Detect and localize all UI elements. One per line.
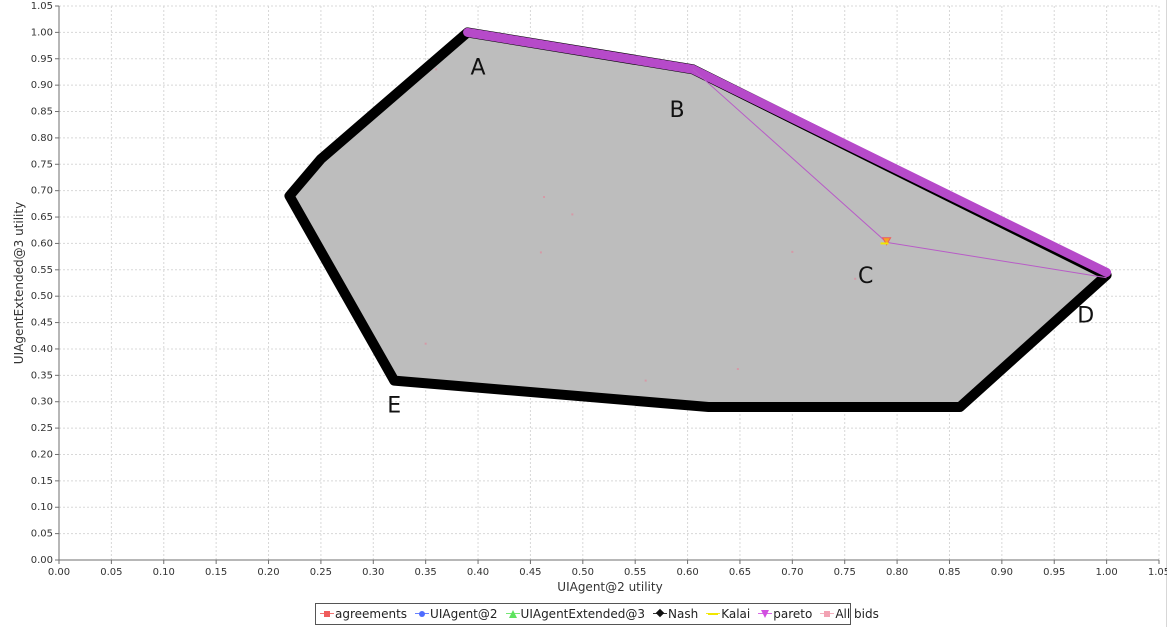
x-tick-label: 0.65 bbox=[729, 567, 751, 578]
bid-point bbox=[435, 68, 438, 71]
y-tick-label: 0.00 bbox=[31, 555, 53, 566]
y-tick-label: 0.65 bbox=[31, 212, 53, 223]
x-tick-label: 0.40 bbox=[467, 567, 489, 578]
point-label-c: C bbox=[858, 264, 873, 289]
x-axis-label: UIAgent@2 utility bbox=[557, 580, 662, 594]
x-tick-label: 0.00 bbox=[48, 567, 70, 578]
y-tick-label: 0.80 bbox=[31, 133, 53, 144]
legend-item-nash: Nash bbox=[653, 607, 699, 621]
legend-item-uiagent-2: UIAgent@2 bbox=[415, 607, 498, 621]
x-tick-label: 0.35 bbox=[415, 567, 437, 578]
y-tick-label: 0.35 bbox=[31, 370, 53, 381]
triangle-icon bbox=[505, 609, 520, 619]
point-label-b: B bbox=[670, 98, 685, 123]
y-tick-label: 0.95 bbox=[31, 54, 53, 65]
x-tick-label: 0.50 bbox=[572, 567, 594, 578]
legend-item-agreements: agreements bbox=[320, 607, 408, 621]
y-tick-label: 0.30 bbox=[31, 397, 53, 408]
bid-point bbox=[424, 342, 427, 345]
circle-icon bbox=[415, 609, 430, 619]
legend-label: Nash bbox=[668, 607, 699, 621]
y-tick-label: 0.05 bbox=[31, 529, 53, 540]
small-square-icon bbox=[820, 609, 835, 619]
y-tick-label: 1.00 bbox=[31, 27, 53, 38]
y-tick-label: 0.45 bbox=[31, 318, 53, 329]
x-tick-label: 1.05 bbox=[1148, 567, 1167, 578]
legend-label: All bids bbox=[835, 607, 879, 621]
x-tick-label: 0.80 bbox=[886, 567, 908, 578]
axes: 0.00 0.05 0.10 0.15 0.20 0.25 0.30 0.35 0.40 0.45… bbox=[12, 1, 1167, 594]
x-tick-label: 0.25 bbox=[310, 567, 332, 578]
all-bids-points bbox=[424, 68, 857, 382]
bid-point bbox=[571, 213, 574, 216]
square-icon bbox=[320, 609, 334, 619]
x-tick-label: 0.45 bbox=[519, 567, 541, 578]
point-label-e: E bbox=[387, 393, 401, 418]
point-label-d: D bbox=[1077, 304, 1094, 329]
chart-legend: agreements UIAgent@2 UIAgentExtended@3 Nash… bbox=[315, 603, 879, 625]
bid-point bbox=[854, 277, 857, 280]
x-tick-label: 0.85 bbox=[938, 567, 960, 578]
y-axis-label: UIAgentExtended@3 utility bbox=[12, 202, 26, 364]
down-triangle-icon bbox=[758, 609, 773, 619]
bid-point bbox=[543, 195, 546, 198]
y-tick-label: 0.50 bbox=[31, 291, 53, 302]
y-tick-label: 0.70 bbox=[31, 186, 53, 197]
x-tick-label: 0.20 bbox=[257, 567, 279, 578]
x-tick-label: 0.95 bbox=[1043, 567, 1065, 578]
point-labels: A B C D E bbox=[387, 56, 1094, 419]
legend-label: UIAgent@2 bbox=[430, 607, 498, 621]
bid-point bbox=[791, 250, 794, 253]
x-tick-label: 0.55 bbox=[624, 567, 646, 578]
y-tick-label: 0.75 bbox=[31, 159, 53, 170]
y-tick-label: 0.20 bbox=[31, 449, 53, 460]
x-tick-label: 0.10 bbox=[153, 567, 175, 578]
y-tick-label: 0.85 bbox=[31, 107, 53, 118]
legend-label: Kalai bbox=[721, 607, 751, 621]
x-tick-label: 0.15 bbox=[205, 567, 227, 578]
point-label-a: A bbox=[471, 56, 486, 81]
x-tick-label: 0.60 bbox=[676, 567, 698, 578]
bid-point bbox=[539, 251, 542, 254]
legend-item-uiagentextended-3: UIAgentExtended@3 bbox=[505, 607, 646, 621]
y-tick-label: 0.10 bbox=[31, 502, 53, 513]
x-tick-label: 0.90 bbox=[991, 567, 1013, 578]
legend-label: agreements bbox=[335, 607, 408, 621]
legend-label: UIAgentExtended@3 bbox=[520, 607, 646, 621]
y-tick-label: 1.05 bbox=[31, 1, 53, 12]
solution-space-fill bbox=[289, 32, 1107, 407]
y-tick-label: 0.40 bbox=[31, 344, 53, 355]
legend-item-pareto: pareto bbox=[758, 607, 813, 621]
y-tick-label: 0.15 bbox=[31, 476, 53, 487]
x-tick-label: 0.70 bbox=[781, 567, 803, 578]
line-icon bbox=[706, 609, 721, 619]
legend-item-all-bids: All bids bbox=[820, 607, 879, 621]
y-tick-label: 0.60 bbox=[31, 238, 53, 249]
x-tick-label: 0.30 bbox=[362, 567, 384, 578]
bid-point bbox=[736, 368, 739, 371]
y-tick-label: 0.25 bbox=[31, 423, 53, 434]
legend-item-kalai: Kalai bbox=[706, 607, 751, 621]
x-tick-label: 1.00 bbox=[1095, 567, 1117, 578]
y-tick-label: 0.90 bbox=[31, 80, 53, 91]
agreement-point bbox=[881, 237, 892, 246]
x-tick-label: 0.05 bbox=[100, 567, 122, 578]
x-tick-label: 0.75 bbox=[834, 567, 856, 578]
y-tick-label: 0.55 bbox=[31, 265, 53, 276]
legend-label: pareto bbox=[773, 607, 813, 621]
diamond-icon bbox=[653, 609, 668, 619]
bid-point bbox=[644, 379, 647, 382]
